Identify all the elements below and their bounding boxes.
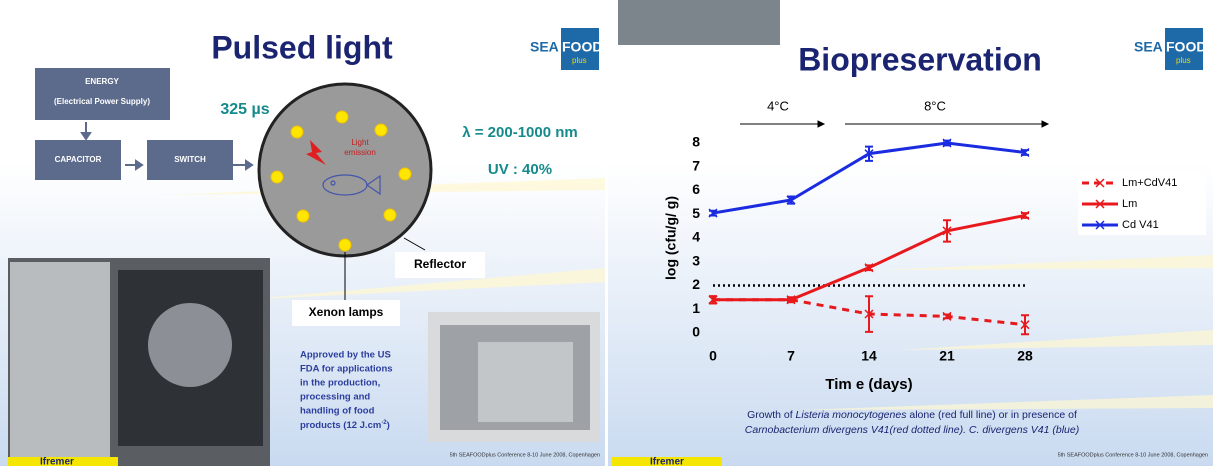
- fda-line: products (12 J.cm-2): [300, 420, 390, 431]
- x-tick-label: 7: [787, 348, 795, 364]
- title: Pulsed light: [211, 29, 393, 65]
- uv-share: UV : 40%: [488, 161, 552, 178]
- machine-photo: [8, 258, 270, 466]
- caption-line: Growth of Listeria monocytogenes alone (…: [747, 409, 1077, 421]
- device-photo: [428, 312, 600, 442]
- x-tick-label: 14: [861, 348, 877, 364]
- caption-part: Growth of: [747, 409, 795, 421]
- logo-food: FOOD: [1166, 39, 1206, 55]
- fda-line: handling of food: [300, 406, 375, 417]
- y-tick-label: 6: [692, 181, 700, 197]
- legend-label: Cd V41: [1122, 219, 1159, 231]
- y-tick-label: 2: [692, 276, 700, 292]
- phase-4c: 4°C: [767, 98, 789, 113]
- y-tick-label: 5: [692, 205, 700, 221]
- xenon-label: Xenon lamps: [309, 305, 384, 319]
- y-tick-label: 0: [692, 324, 700, 340]
- logo-plus: plus: [572, 56, 587, 65]
- caption-part: V41(red dotted line).: [868, 424, 969, 436]
- light-emission-2: emission: [344, 148, 376, 157]
- y-tick-label: 3: [692, 252, 700, 268]
- y-tick-label: 7: [692, 157, 700, 173]
- energy-label: ENERGY: [85, 77, 119, 86]
- x-tick-label: 28: [1017, 348, 1033, 364]
- x-axis-label: Tim e (days): [825, 376, 912, 393]
- legend-label: Lm+CdV41: [1122, 177, 1177, 189]
- caption-part: alone (red full line) or in presence of: [906, 409, 1077, 421]
- logo-sea: SEA: [1134, 39, 1163, 55]
- fda-line: FDA for applications: [300, 364, 393, 375]
- screenshot: Pulsed light SEA FOOD plus ENERGY (Elect…: [0, 0, 1213, 466]
- fda-line: Approved by the US: [300, 350, 391, 361]
- caption-part: Listeria monocytogenes: [796, 409, 908, 421]
- x-tick-label: 0: [709, 348, 717, 364]
- light-emission-1: Light: [351, 138, 369, 147]
- caption-part: C. divergens: [969, 424, 1029, 436]
- ifremer-left: Ifremer: [40, 457, 74, 466]
- y-tick-label: 4: [692, 229, 700, 245]
- fda-part: ): [387, 420, 390, 431]
- energy-sub: (Electrical Power Supply): [54, 97, 150, 106]
- caption-line: Carnobacterium divergens V41(red dotted …: [745, 424, 1079, 436]
- caption-part: Carnobacterium divergens: [745, 424, 869, 436]
- y-tick-label: 8: [692, 134, 700, 150]
- pulse-time: 325 µs: [220, 101, 269, 118]
- ifremer-right: Ifremer: [650, 457, 684, 466]
- fda-line: in the production,: [300, 378, 380, 389]
- phase-8c: 8°C: [924, 98, 946, 113]
- reflector-label: Reflector: [414, 257, 466, 271]
- switch-label: SWITCH: [174, 155, 206, 164]
- capacitor-label: CAPACITOR: [55, 155, 102, 164]
- fda-part: products (12 J.cm: [300, 420, 381, 431]
- footer-right: 5th SEAFOODplus Conference 8-10 June 200…: [1058, 452, 1208, 458]
- title: Biopreservation: [798, 41, 1042, 77]
- fda-line: processing and: [300, 392, 370, 403]
- logo-sea: SEA: [530, 39, 559, 55]
- legend-label: Lm: [1122, 198, 1137, 210]
- caption-part: V41 (blue): [1028, 424, 1079, 436]
- footer-left: 5th SEAFOODplus Conference 8-10 June 200…: [450, 452, 600, 458]
- y-axis-label: log (cfu/g/ g): [663, 196, 679, 280]
- logo-plus: plus: [1176, 56, 1191, 65]
- wavelength: λ = 200-1000 nm: [462, 124, 578, 141]
- logo-food: FOOD: [562, 39, 602, 55]
- y-tick-label: 1: [692, 300, 700, 316]
- texture-photo: [618, 0, 780, 45]
- x-tick-label: 21: [939, 348, 955, 364]
- energy-box: [35, 68, 170, 120]
